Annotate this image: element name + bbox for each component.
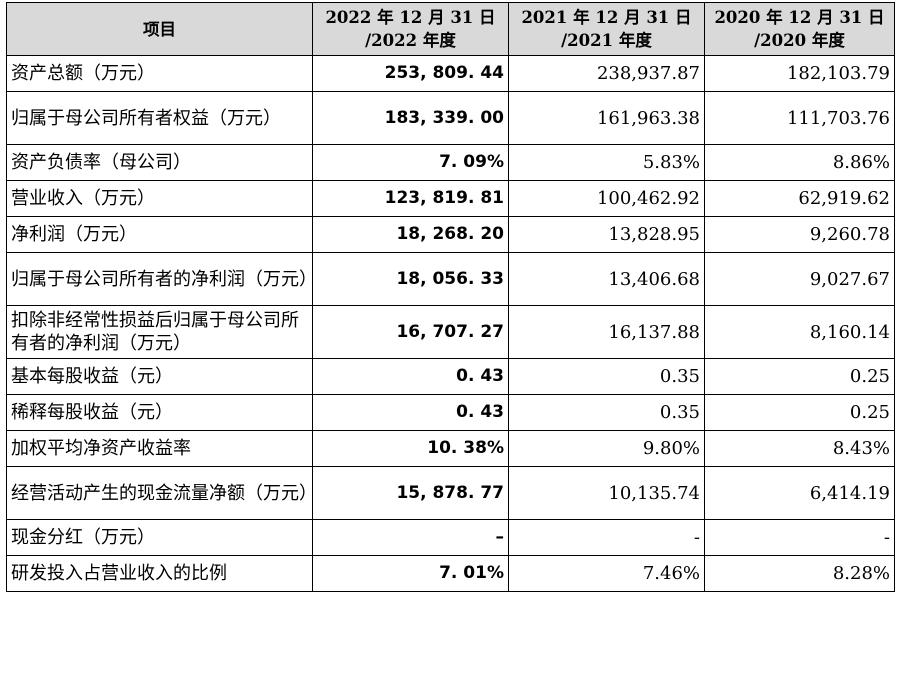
value-2021: 16,137.88 [508, 305, 705, 359]
value-2022: 123, 819. 81 [312, 180, 509, 217]
value-2022: 183, 339. 00 [312, 91, 509, 145]
value-2021: 0.35 [508, 358, 705, 395]
value-2022: 18, 056. 33 [312, 252, 509, 306]
value-2022: 10. 38% [312, 430, 509, 467]
value-2022: 15, 878. 77 [312, 466, 509, 520]
value-2022: 7. 09% [312, 144, 509, 181]
row-label: 基本每股收益（元） [6, 358, 313, 395]
row-label: 归属于母公司所有者权益（万元） [6, 91, 313, 145]
value-2022: 16, 707. 27 [312, 305, 509, 359]
table-row: 加权平均净资产收益率 10. 38% 9.80% 8.43% [6, 430, 895, 467]
value-2020: 9,260.78 [704, 216, 895, 253]
table-row: 营业收入（万元） 123, 819. 81 100,462.92 62,919.… [6, 180, 895, 217]
header-2021: 2021 年 12 月 31 日/2021 年度 [508, 2, 705, 56]
row-label: 资产总额（万元） [6, 55, 313, 92]
value-2020: 9,027.67 [704, 252, 895, 306]
value-2020: 0.25 [704, 358, 895, 395]
value-2021: 9.80% [508, 430, 705, 467]
row-label: 现金分红（万元） [6, 519, 313, 556]
row-label: 营业收入（万元） [6, 180, 313, 217]
value-2020: 6,414.19 [704, 466, 895, 520]
value-2022: 7. 01% [312, 555, 509, 592]
row-label: 归属于母公司所有者的净利润（万元） [6, 252, 313, 306]
row-label: 资产负债率（母公司） [6, 144, 313, 181]
financial-summary-table: 项目 2022 年 12 月 31 日/2022 年度 2021 年 12 月 … [6, 2, 895, 592]
value-2022: 253, 809. 44 [312, 55, 509, 92]
value-2021: 13,406.68 [508, 252, 705, 306]
value-2022: 0. 43 [312, 358, 509, 395]
table-row: 资产负债率（母公司） 7. 09% 5.83% 8.86% [6, 144, 895, 181]
value-2021: 7.46% [508, 555, 705, 592]
value-2020: 182,103.79 [704, 55, 895, 92]
value-2021: 238,937.87 [508, 55, 705, 92]
table-row: 基本每股收益（元） 0. 43 0.35 0.25 [6, 358, 895, 395]
value-2021: 5.83% [508, 144, 705, 181]
value-2021: 100,462.92 [508, 180, 705, 217]
value-2021: 13,828.95 [508, 216, 705, 253]
header-2022: 2022 年 12 月 31 日/2022 年度 [312, 2, 509, 56]
value-2022: 18, 268. 20 [312, 216, 509, 253]
value-2021: - [508, 519, 705, 556]
value-2021: 0.35 [508, 394, 705, 431]
table-row: 资产总额（万元） 253, 809. 44 238,937.87 182,103… [6, 55, 895, 92]
value-2022: – [312, 519, 509, 556]
table-row: 现金分红（万元） – - - [6, 519, 895, 556]
financial-table-container: 项目 2022 年 12 月 31 日/2022 年度 2021 年 12 月 … [6, 2, 895, 592]
value-2020: 8.28% [704, 555, 895, 592]
table-row: 归属于母公司所有者的净利润（万元） 18, 056. 33 13,406.68 … [6, 252, 895, 306]
table-row: 净利润（万元） 18, 268. 20 13,828.95 9,260.78 [6, 216, 895, 253]
value-2021: 10,135.74 [508, 466, 705, 520]
table-header-row: 项目 2022 年 12 月 31 日/2022 年度 2021 年 12 月 … [6, 2, 895, 56]
row-label: 稀释每股收益（元） [6, 394, 313, 431]
header-item: 项目 [6, 2, 313, 56]
value-2020: 8.86% [704, 144, 895, 181]
row-label: 净利润（万元） [6, 216, 313, 253]
row-label: 加权平均净资产收益率 [6, 430, 313, 467]
value-2022: 0. 43 [312, 394, 509, 431]
table-row: 研发投入占营业收入的比例 7. 01% 7.46% 8.28% [6, 555, 895, 592]
value-2020: 0.25 [704, 394, 895, 431]
table-row: 经营活动产生的现金流量净额（万元） 15, 878. 77 10,135.74 … [6, 466, 895, 520]
value-2020: 8.43% [704, 430, 895, 467]
value-2020: 111,703.76 [704, 91, 895, 145]
table-row: 稀释每股收益（元） 0. 43 0.35 0.25 [6, 394, 895, 431]
value-2020: 62,919.62 [704, 180, 895, 217]
table-row: 归属于母公司所有者权益（万元） 183, 339. 00 161,963.38 … [6, 91, 895, 145]
value-2020: - [704, 519, 895, 556]
table-row: 扣除非经常性损益后归属于母公司所有者的净利润（万元） 16, 707. 27 1… [6, 305, 895, 359]
value-2021: 161,963.38 [508, 91, 705, 145]
row-label: 研发投入占营业收入的比例 [6, 555, 313, 592]
row-label: 扣除非经常性损益后归属于母公司所有者的净利润（万元） [6, 305, 313, 359]
value-2020: 8,160.14 [704, 305, 895, 359]
header-2020: 2020 年 12 月 31 日/2020 年度 [704, 2, 895, 56]
row-label: 经营活动产生的现金流量净额（万元） [6, 466, 313, 520]
